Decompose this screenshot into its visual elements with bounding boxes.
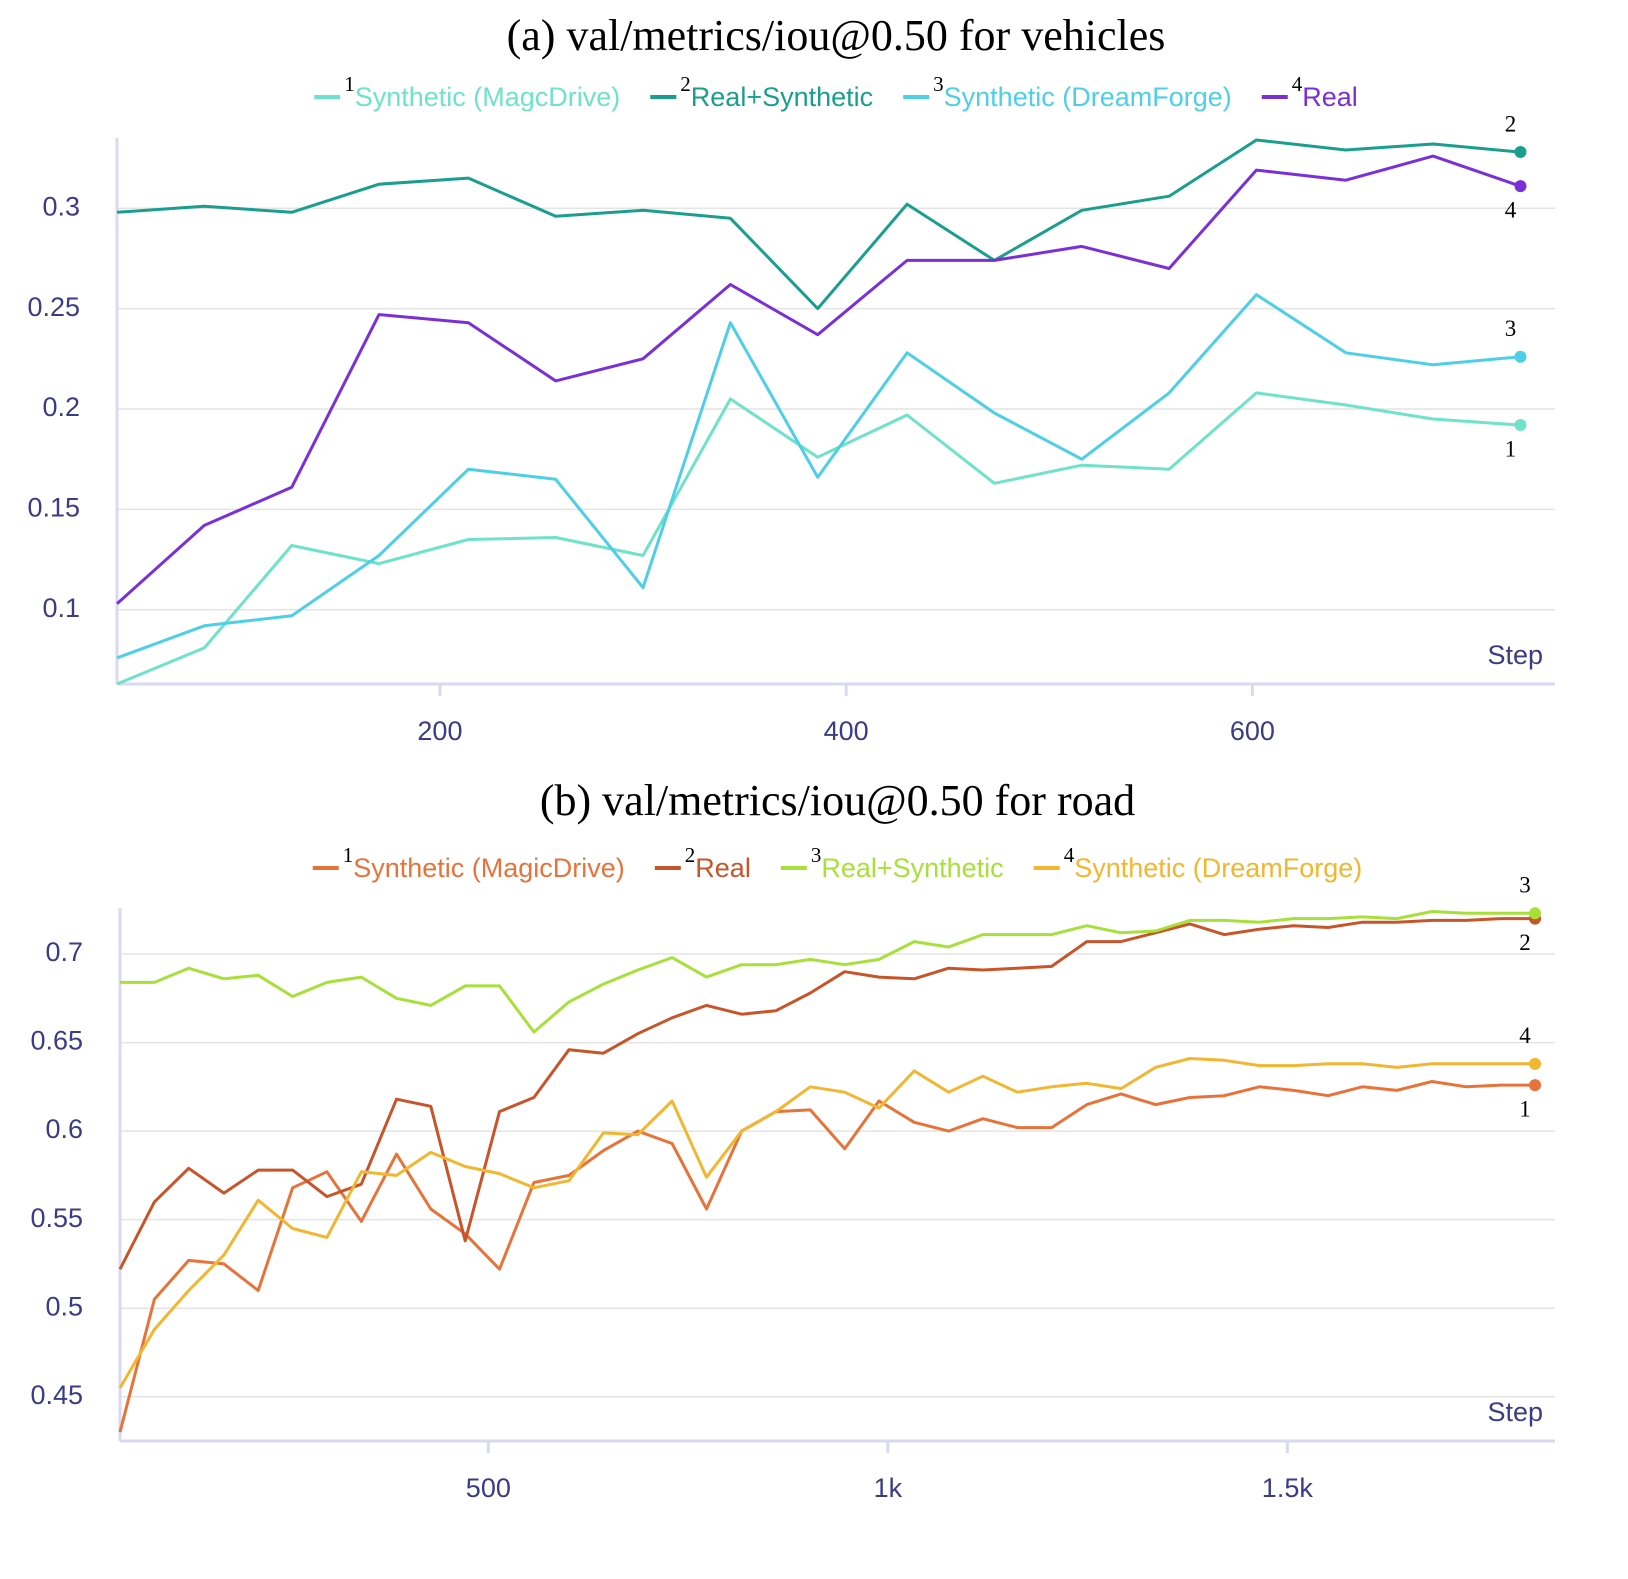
y-tick-label: 0.5 xyxy=(45,1291,83,1321)
legend-number: 2 xyxy=(680,72,691,96)
series-line xyxy=(116,138,1521,311)
x-tick-label: 1k xyxy=(874,1473,903,1503)
legend-number: 3 xyxy=(933,72,944,96)
x-tick-label: 500 xyxy=(466,1473,511,1503)
legend-number: 2 xyxy=(685,843,696,867)
legend-number: 1 xyxy=(343,843,354,867)
y-tick-label: 0.15 xyxy=(27,492,80,522)
legend-label: Synthetic (DreamForge) xyxy=(1074,853,1362,883)
series-line xyxy=(118,1057,1535,1389)
end-dot xyxy=(1529,907,1542,920)
series-line xyxy=(118,1080,1535,1433)
x-axis-label: Step xyxy=(1487,640,1543,670)
series-line xyxy=(115,154,1521,605)
end-label: 3 xyxy=(1519,873,1531,898)
series-line xyxy=(118,917,1535,1270)
legend-label: Real xyxy=(695,853,751,883)
end-label: 1 xyxy=(1519,1096,1531,1121)
end-dot xyxy=(1514,350,1527,363)
legend-number: 4 xyxy=(1064,843,1075,867)
legend-label: Real+Synthetic xyxy=(821,853,1003,883)
x-tick-label: 400 xyxy=(824,716,869,746)
y-tick-label: 0.1 xyxy=(42,593,80,623)
series-line xyxy=(116,391,1521,686)
end-label: 2 xyxy=(1505,111,1517,136)
end-dot xyxy=(1514,180,1527,193)
end-dot xyxy=(1514,146,1527,159)
end-label: 3 xyxy=(1505,316,1517,341)
y-tick-label: 0.6 xyxy=(45,1114,83,1144)
end-dot xyxy=(1514,419,1527,432)
y-tick-label: 0.25 xyxy=(27,292,80,322)
y-tick-label: 0.3 xyxy=(42,191,80,221)
end-label: 1 xyxy=(1505,436,1517,461)
legend-label: Synthetic (MagicDrive) xyxy=(353,853,625,883)
legend-label: Real+Synthetic xyxy=(691,82,873,112)
chart-title: (a) val/metrics/iou@0.50 for vehicles xyxy=(507,11,1166,60)
y-tick-label: 0.45 xyxy=(30,1380,83,1410)
legend-number: 1 xyxy=(344,72,355,96)
x-axis-label: Step xyxy=(1487,1397,1543,1427)
y-tick-label: 0.7 xyxy=(45,937,83,967)
y-tick-label: 0.2 xyxy=(42,392,80,422)
legend-label: Real xyxy=(1302,82,1358,112)
x-tick-label: 600 xyxy=(1230,716,1275,746)
x-tick-label: 200 xyxy=(417,716,462,746)
end-label: 4 xyxy=(1505,197,1517,222)
y-tick-label: 0.55 xyxy=(30,1203,83,1233)
series-line xyxy=(116,293,1521,660)
legend-label: Synthetic (MagcDrive) xyxy=(355,82,621,112)
end-dot xyxy=(1529,1057,1542,1070)
end-label: 4 xyxy=(1519,1023,1531,1048)
series-line xyxy=(120,910,1535,1034)
x-tick-label: 1.5k xyxy=(1262,1473,1314,1503)
end-label: 2 xyxy=(1519,930,1531,955)
legend-number: 3 xyxy=(811,843,822,867)
legend-number: 4 xyxy=(1292,72,1303,96)
end-dot xyxy=(1529,1079,1542,1092)
y-tick-label: 0.65 xyxy=(30,1026,83,1056)
chart-title: (b) val/metrics/iou@0.50 for road xyxy=(540,776,1135,825)
legend-label: Synthetic (DreamForge) xyxy=(944,82,1232,112)
